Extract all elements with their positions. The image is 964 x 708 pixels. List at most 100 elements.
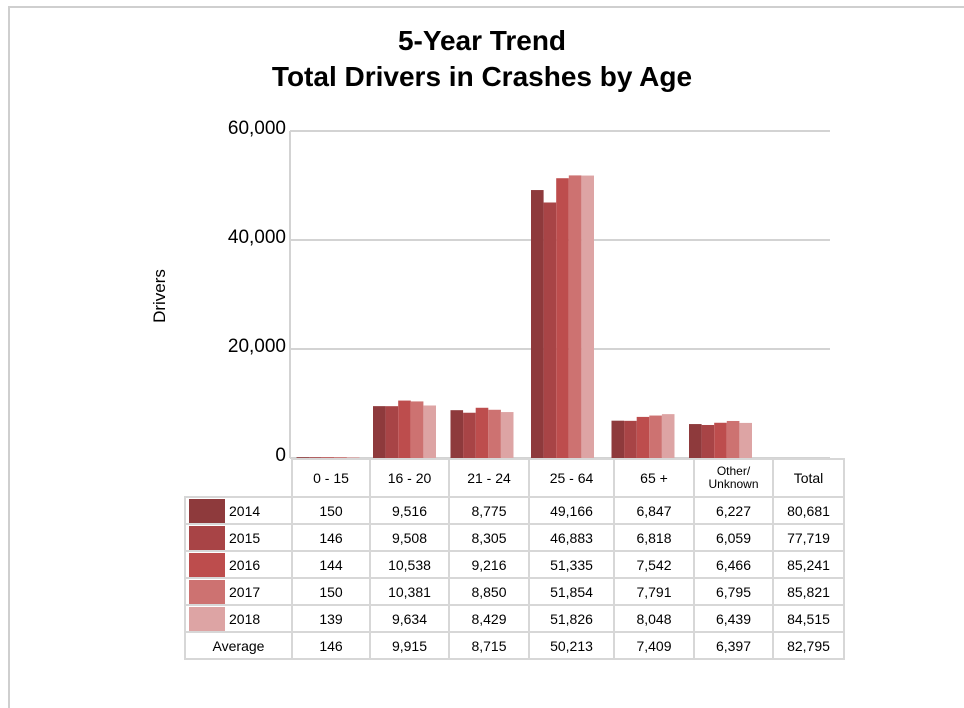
- table-cell: 8,715: [448, 631, 530, 660]
- table-cell: 7,791: [613, 577, 695, 606]
- table-cell: 82,795: [772, 631, 845, 660]
- table-cell: 6,059: [693, 523, 774, 552]
- chart-title: 5-Year Trend: [397, 25, 567, 56]
- bar-2017-4: [649, 415, 662, 458]
- table-cell: 6,227: [693, 496, 774, 525]
- row-label: 2016: [184, 550, 293, 579]
- legend-swatch: [189, 552, 225, 577]
- bar-2018-0: [346, 457, 360, 459]
- legend-swatch: [189, 606, 225, 631]
- bar-2014-4: [611, 420, 625, 458]
- table-cell: 9,516: [369, 496, 450, 525]
- column-header: 21 - 24: [448, 458, 530, 498]
- bar-2015-5: [701, 424, 715, 458]
- table-cell: 8,048: [613, 604, 695, 633]
- data-table: 0 - 15 16 - 20 21 - 24 25 - 64 65 + Other/Unk…: [184, 458, 845, 660]
- table-cell: 8,429: [448, 604, 530, 633]
- column-header: 0 - 15: [291, 458, 371, 498]
- bar-2018-1: [423, 405, 436, 458]
- bar-2017-3: [568, 175, 582, 458]
- bars: [296, 175, 752, 459]
- row-label: 2014: [184, 496, 293, 525]
- bar-plot: [289, 130, 830, 459]
- bar-2017-0: [334, 457, 347, 458]
- bar-2016-4: [636, 416, 650, 458]
- bar-2017-1: [410, 401, 424, 458]
- bar-2014-0: [296, 457, 310, 458]
- table-cell: 7,409: [613, 631, 695, 660]
- table-cell: 146: [291, 631, 371, 660]
- table-cell: 6,466: [693, 550, 774, 579]
- y-tick-label: 40,000: [227, 227, 286, 248]
- bar-2018-3: [581, 175, 594, 459]
- bar-2016-2: [475, 407, 489, 458]
- row-label: Average: [184, 631, 293, 660]
- bar-2017-2: [488, 409, 501, 458]
- column-header: 65 +: [613, 458, 695, 498]
- bar-2016-1: [398, 400, 411, 458]
- bar-2014-1: [373, 406, 386, 458]
- legend-label: 2014: [229, 502, 261, 519]
- bar-2014-3: [531, 190, 544, 459]
- column-header: Other/Unknown: [693, 458, 774, 498]
- column-header: Total: [772, 458, 845, 498]
- bar-2018-2: [500, 412, 514, 458]
- legend-label: 2018: [229, 610, 261, 627]
- table-cell: 6,397: [693, 631, 774, 660]
- table-cell: 8,305: [448, 523, 530, 552]
- table-cell: 6,439: [693, 604, 774, 633]
- table-cell: 46,883: [528, 523, 615, 552]
- table-cell: 10,381: [369, 577, 450, 606]
- table-cell: 50,213: [528, 631, 615, 660]
- table-cell: 8,775: [448, 496, 530, 525]
- table-cell: 10,538: [369, 550, 450, 579]
- table-cell: 6,795: [693, 577, 774, 606]
- column-header: 16 - 20: [369, 458, 450, 498]
- table-cell: 85,241: [772, 550, 845, 579]
- table-cell: 6,818: [613, 523, 695, 552]
- table-cell: 150: [291, 496, 371, 525]
- table-cell: 85,821: [772, 577, 845, 606]
- table-cell: 9,634: [369, 604, 450, 633]
- table-row: Average 146 9,915 8,715 50,213 7,409 6,397 82,7…: [184, 631, 845, 660]
- table-cell: 51,335: [528, 550, 615, 579]
- bar-2015-0: [309, 457, 322, 458]
- bar-2014-5: [689, 424, 702, 458]
- table-cell: 9,915: [369, 631, 450, 660]
- table-row: 2014 150 9,516 8,775 49,166 6,847 6,227 80,681: [184, 496, 845, 525]
- row-label: 2015: [184, 523, 293, 552]
- table-cell: 9,508: [369, 523, 450, 552]
- y-tick-label: 20,000: [227, 336, 286, 357]
- bar-2015-3: [543, 202, 557, 458]
- row-label: 2018: [184, 604, 293, 633]
- bar-2017-5: [726, 420, 740, 458]
- legend-label: 2015: [229, 529, 261, 546]
- table-cell: 144: [291, 550, 371, 579]
- table-cell: 51,854: [528, 577, 615, 606]
- bar-2015-1: [385, 406, 399, 458]
- column-header: 25 - 64: [528, 458, 615, 498]
- table-cell: 7,542: [613, 550, 695, 579]
- y-tick-label: 0: [275, 445, 286, 466]
- bar-2016-0: [321, 457, 335, 459]
- bar-2018-5: [739, 422, 752, 458]
- table-cell: 51,826: [528, 604, 615, 633]
- row-label: 2017: [184, 577, 293, 606]
- table-cell: 146: [291, 523, 371, 552]
- chart-frame: [8, 6, 964, 708]
- table-cell: 84,515: [772, 604, 845, 633]
- table-row: 2016 144 10,538 9,216 51,335 7,542 6,466 85,241: [184, 550, 845, 579]
- bar-2016-5: [714, 422, 727, 458]
- table-corner: [185, 459, 292, 497]
- bar-2018-4: [661, 414, 675, 458]
- legend-label: 2016: [229, 556, 261, 573]
- bar-2015-2: [463, 412, 476, 458]
- table-cell: 80,681: [772, 496, 845, 525]
- legend-swatch: [189, 579, 225, 604]
- legend-label: 2017: [229, 583, 261, 600]
- table-cell: 150: [291, 577, 371, 606]
- table-cell: 139: [291, 604, 371, 633]
- bar-2016-3: [556, 178, 569, 458]
- table-row: 2017 150 10,381 8,850 51,854 7,791 6,795 85,821: [184, 577, 845, 606]
- bar-2015-4: [624, 420, 637, 458]
